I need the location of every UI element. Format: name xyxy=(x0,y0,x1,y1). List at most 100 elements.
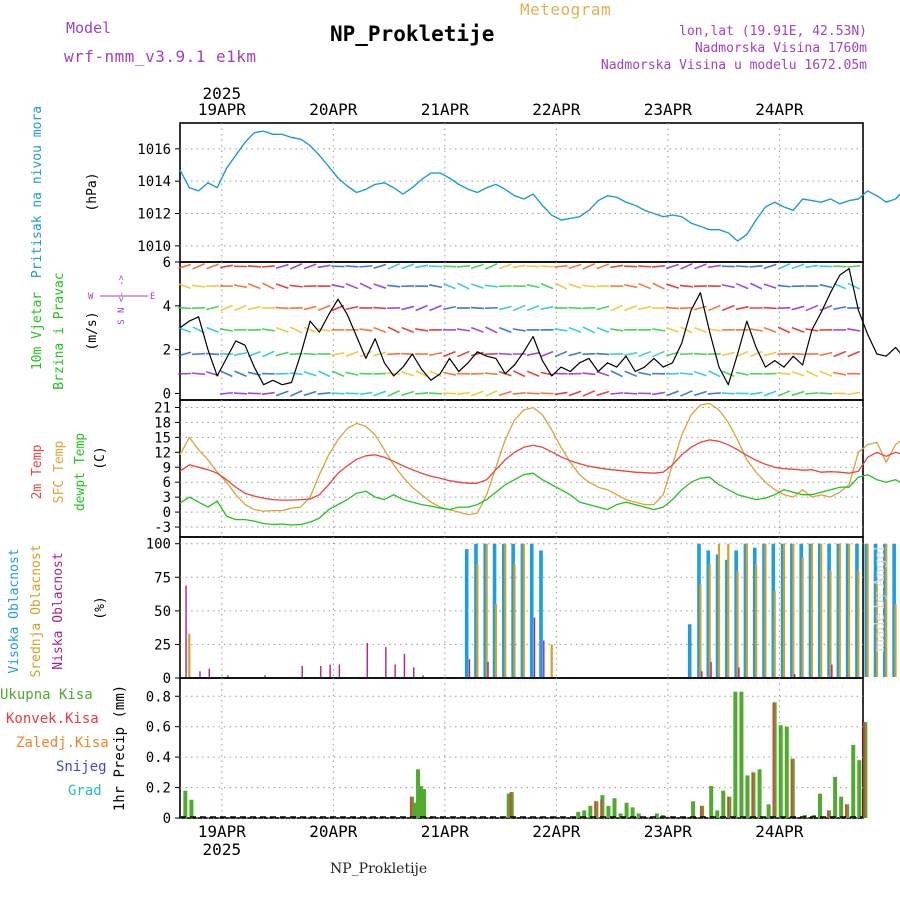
precip-bar xyxy=(691,801,696,818)
pressure-ytick-label-1: 1012 xyxy=(137,207,171,223)
cloud-bar xyxy=(773,590,776,677)
wind-arrow xyxy=(833,350,847,358)
precip-legend-item: Zaledj.Kisa xyxy=(16,735,109,751)
wind-arrow xyxy=(457,350,470,358)
top-date-label: 24APR xyxy=(755,100,804,119)
top-date-label: 22APR xyxy=(532,100,581,119)
cloud-bar xyxy=(529,543,534,677)
wind-arrow-field xyxy=(178,263,861,397)
wind-arrow xyxy=(819,392,833,395)
cloud-bar xyxy=(738,667,740,677)
wind-arrow xyxy=(652,328,666,332)
wind-arrow xyxy=(763,326,777,333)
wind-arrow xyxy=(443,282,456,290)
wind-arrow xyxy=(652,350,665,358)
wind-arrow xyxy=(303,352,317,356)
cloud-bar xyxy=(710,661,712,677)
wind-arrow xyxy=(470,283,484,289)
wind-arrow xyxy=(289,326,303,334)
wind-arrow xyxy=(679,352,693,356)
cloud-bar xyxy=(543,640,545,677)
pressure-line xyxy=(179,130,900,242)
temperature-ytick-label-3: 6 xyxy=(163,475,171,491)
wind-arrow xyxy=(819,304,833,312)
cloud-bar xyxy=(764,543,767,677)
wind-arrow xyxy=(387,263,400,270)
cloud-bar xyxy=(715,554,720,677)
wind-arrow xyxy=(345,371,359,376)
cloud-bar xyxy=(717,543,721,677)
precip-bar xyxy=(576,811,581,818)
wind-arrow xyxy=(498,326,512,333)
wind-arrow xyxy=(178,306,192,310)
wind-arrow xyxy=(429,370,442,377)
wind-arrow xyxy=(805,264,819,269)
wind-arrow xyxy=(679,284,693,288)
wind-arrow xyxy=(582,326,596,334)
wind-arrow xyxy=(735,265,749,268)
cloud-bar xyxy=(771,543,776,677)
wind-arrow xyxy=(303,326,317,334)
wind-arrow xyxy=(582,352,596,356)
wind-arrow xyxy=(777,306,791,310)
cloud-bar xyxy=(801,557,804,677)
wind-arrow xyxy=(749,350,763,358)
wind-arrow xyxy=(624,304,638,312)
wind-arrow xyxy=(359,282,373,290)
wind-arrow xyxy=(610,370,623,378)
wind-compass: N <- -> W E S xyxy=(88,274,155,324)
wind-arrow xyxy=(219,264,234,269)
wind-arrow xyxy=(289,263,303,270)
cloud-bar xyxy=(385,647,387,677)
wind-arrow xyxy=(206,391,218,395)
year-label-bottom: 2025 xyxy=(203,840,242,859)
wind-arrow xyxy=(721,351,735,357)
cloud-bar xyxy=(422,675,424,677)
precip-bar xyxy=(790,758,793,818)
wind-arrow xyxy=(373,283,387,289)
cloud-bar xyxy=(394,664,396,677)
cloud-bar xyxy=(873,543,878,677)
wind-arrow xyxy=(261,328,275,332)
bottom-time-axis: 2025 19APR 20APR 21APR 22APR 23APR 24APR xyxy=(198,822,804,859)
precip-bar xyxy=(751,772,756,818)
precip-legend-item: Snijeg xyxy=(56,759,107,775)
year-label-top: 2025 xyxy=(203,84,242,103)
wind-arrow xyxy=(429,304,442,312)
wind-arrow xyxy=(303,390,317,397)
wind-arrow xyxy=(261,265,275,268)
cloud-bar xyxy=(810,543,813,677)
wind-arrow xyxy=(220,304,233,312)
cloud-bar xyxy=(857,570,860,677)
cloud-bar xyxy=(338,664,341,677)
pressure-frame xyxy=(179,122,864,263)
wind-arrow xyxy=(791,263,805,270)
wind-arrow xyxy=(220,370,233,378)
cloud-ytick-label-0: 0 xyxy=(163,671,171,687)
wind-arrow xyxy=(638,265,652,268)
wind-arrow xyxy=(540,350,554,358)
wind-arrow xyxy=(554,328,568,332)
wind-arrow xyxy=(749,391,763,396)
wind-arrow xyxy=(554,282,568,290)
cloud-bar xyxy=(736,570,739,677)
wind-arrow xyxy=(624,283,638,289)
wind-arrow xyxy=(317,328,331,332)
wind-arrow xyxy=(680,390,693,397)
wind-arrow xyxy=(610,392,624,395)
precip-bar xyxy=(183,790,188,818)
wind-arrow xyxy=(415,392,429,395)
top-date-label: 19APR xyxy=(198,100,247,119)
cloud-bar xyxy=(494,604,498,677)
cloud-bar xyxy=(817,543,822,677)
wind-arrow xyxy=(247,305,261,311)
wind-speed-line xyxy=(179,268,900,386)
precip-bar xyxy=(416,769,421,818)
wind-arrow xyxy=(470,306,484,310)
wind-arrow xyxy=(652,391,666,396)
wind-arrow xyxy=(289,284,303,288)
precip-ytick-label-4: 0.8 xyxy=(146,689,171,705)
wind-arrow xyxy=(680,263,693,270)
cloud-bar xyxy=(468,659,471,677)
cloud-bar xyxy=(883,543,887,677)
